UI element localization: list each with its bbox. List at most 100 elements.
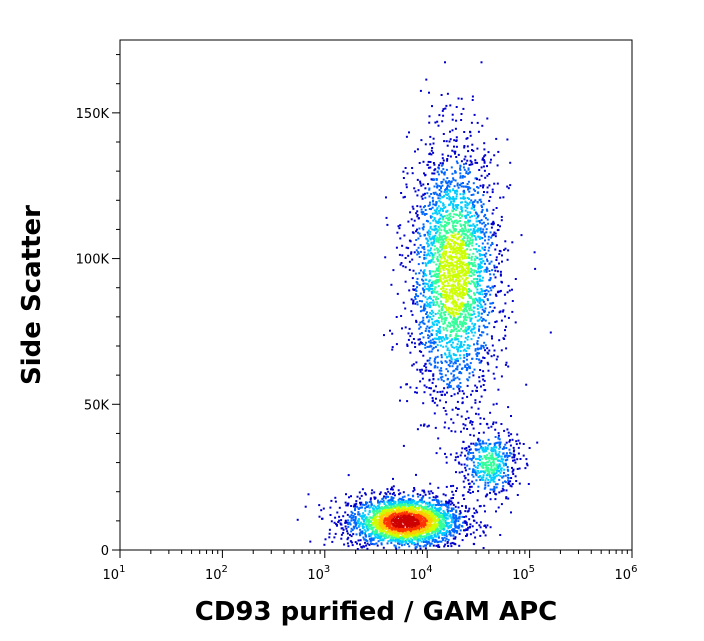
data-point — [460, 208, 463, 210]
data-point — [427, 337, 430, 339]
data-point — [436, 525, 439, 527]
data-point — [429, 135, 432, 138]
data-point — [358, 518, 360, 521]
data-point — [454, 524, 457, 527]
data-point — [442, 133, 445, 135]
data-point — [436, 391, 439, 394]
data-point — [476, 215, 479, 218]
data-point — [454, 336, 457, 339]
data-point — [392, 516, 395, 518]
data-point — [444, 274, 447, 277]
data-point — [465, 264, 468, 267]
data-point — [414, 502, 417, 505]
data-point — [441, 390, 444, 393]
data-point — [328, 532, 331, 535]
data-point — [444, 304, 447, 307]
data-point — [362, 512, 365, 515]
data-point — [410, 541, 413, 543]
data-point — [441, 184, 444, 187]
data-point — [386, 223, 389, 226]
data-point — [427, 532, 430, 535]
data-point — [422, 223, 425, 226]
data-point — [421, 521, 424, 524]
data-point — [507, 187, 510, 190]
data-point — [431, 334, 433, 336]
data-point — [416, 282, 419, 284]
data-point — [410, 298, 413, 301]
data-point — [386, 515, 389, 518]
data-point — [481, 375, 484, 378]
data-point — [472, 300, 475, 303]
data-point — [362, 527, 364, 529]
data-point — [473, 368, 476, 371]
data-point — [418, 526, 421, 529]
data-point — [455, 286, 458, 289]
data-point — [394, 521, 397, 524]
data-point — [458, 309, 461, 312]
data-point — [458, 390, 461, 393]
data-point — [358, 525, 361, 527]
data-point — [455, 156, 458, 158]
data-point — [449, 515, 452, 518]
data-point — [385, 531, 387, 534]
data-point — [476, 201, 479, 204]
data-point — [401, 529, 404, 532]
data-point — [470, 255, 473, 258]
data-point — [380, 507, 383, 509]
data-point — [415, 239, 418, 241]
data-point — [451, 508, 453, 511]
data-point — [415, 545, 418, 548]
data-point — [463, 516, 466, 518]
data-point — [453, 270, 456, 273]
data-point — [409, 523, 412, 526]
data-point — [449, 190, 452, 193]
data-point — [389, 506, 392, 509]
data-point — [419, 493, 422, 496]
data-point — [382, 514, 385, 517]
data-point — [411, 542, 414, 545]
data-point — [405, 511, 408, 514]
data-point — [397, 523, 400, 526]
data-point — [475, 243, 478, 246]
data-point — [460, 342, 463, 345]
data-point — [461, 285, 464, 288]
data-point — [455, 228, 457, 231]
data-point — [453, 200, 455, 203]
data-point — [425, 287, 428, 290]
data-point — [460, 303, 463, 306]
data-point — [480, 253, 483, 256]
data-point — [380, 539, 383, 542]
data-point — [454, 191, 457, 194]
data-point — [499, 250, 502, 253]
data-point — [479, 369, 482, 371]
data-point — [442, 178, 445, 181]
data-point — [450, 372, 453, 375]
data-point — [464, 221, 467, 223]
data-point — [463, 145, 466, 147]
data-point — [444, 494, 447, 497]
data-point — [412, 507, 415, 510]
data-point — [398, 528, 401, 531]
data-point — [430, 252, 433, 254]
data-point — [445, 104, 448, 107]
data-point — [457, 359, 459, 362]
data-point — [441, 287, 444, 289]
data-point — [468, 372, 471, 375]
data-point — [475, 248, 478, 251]
data-point — [424, 196, 427, 199]
data-point — [456, 407, 459, 410]
data-point — [458, 266, 461, 269]
data-point — [394, 519, 397, 522]
data-point — [410, 518, 413, 521]
data-point — [431, 322, 434, 325]
data-point — [460, 430, 462, 433]
data-point — [435, 323, 438, 326]
data-point — [369, 497, 372, 500]
data-point — [442, 524, 445, 527]
data-point — [480, 174, 483, 177]
data-point — [436, 236, 439, 239]
data-point — [483, 232, 486, 235]
data-point — [489, 161, 492, 164]
data-point — [458, 285, 461, 288]
data-point — [427, 508, 430, 511]
